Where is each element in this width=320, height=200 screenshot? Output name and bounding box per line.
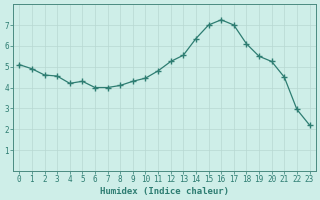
X-axis label: Humidex (Indice chaleur): Humidex (Indice chaleur) [100,187,229,196]
